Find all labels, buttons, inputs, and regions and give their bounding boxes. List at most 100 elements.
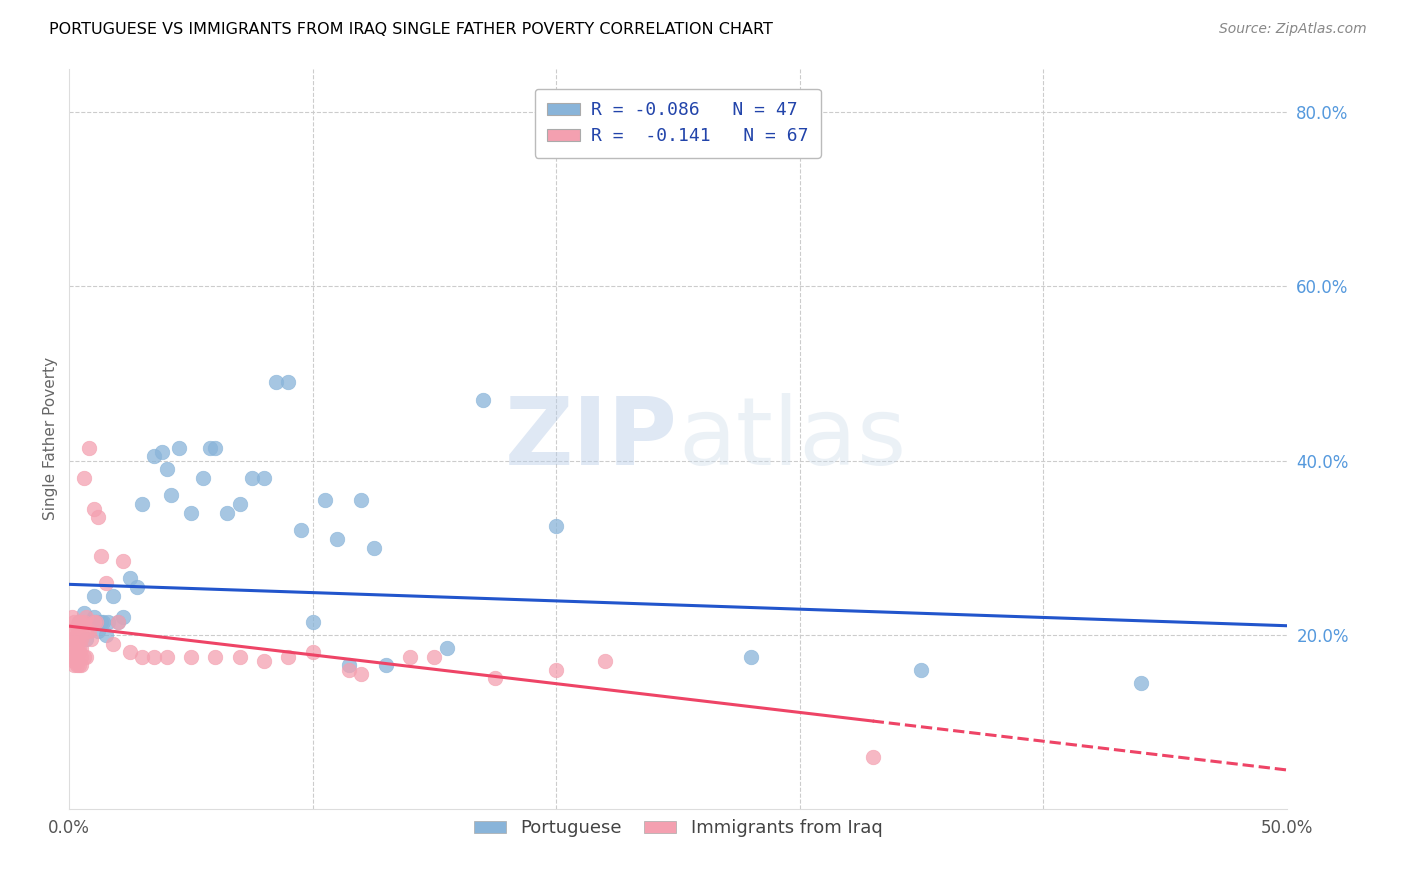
Point — [73, 615, 96, 629]
Point — [337, 663, 360, 677]
Point — [65, 658, 87, 673]
Point — [63, 624, 86, 638]
Text: PORTUGUESE VS IMMIGRANTS FROM IRAQ SINGLE FATHER POVERTY CORRELATION CHART: PORTUGUESE VS IMMIGRANTS FROM IRAQ SINGL… — [49, 22, 773, 37]
Point — [253, 471, 276, 485]
Text: ZIP: ZIP — [505, 392, 678, 485]
Y-axis label: Single Father Poverty: Single Father Poverty — [44, 358, 58, 520]
Point — [264, 375, 287, 389]
Point — [90, 615, 112, 629]
Point — [63, 649, 86, 664]
Point — [240, 471, 263, 485]
Point — [160, 488, 183, 502]
Point — [67, 615, 90, 629]
Point — [63, 658, 86, 673]
Point — [350, 667, 373, 681]
Point — [228, 497, 250, 511]
Point — [70, 658, 93, 673]
Point — [63, 640, 86, 655]
Point — [60, 610, 83, 624]
Point — [290, 524, 312, 538]
Point — [67, 615, 90, 629]
Point — [120, 571, 142, 585]
Point — [204, 649, 226, 664]
Point — [301, 645, 323, 659]
Point — [65, 628, 87, 642]
Point — [156, 462, 179, 476]
Point — [83, 615, 105, 629]
Point — [97, 615, 120, 629]
Point — [107, 615, 129, 629]
Text: Source: ZipAtlas.com: Source: ZipAtlas.com — [1219, 22, 1367, 37]
Point — [67, 645, 90, 659]
Point — [75, 649, 97, 664]
Point — [83, 589, 105, 603]
Point — [143, 649, 166, 664]
Point — [436, 640, 458, 655]
Point — [277, 375, 299, 389]
Text: atlas: atlas — [678, 392, 905, 485]
Point — [546, 519, 568, 533]
Point — [60, 632, 83, 647]
Point — [65, 640, 87, 655]
Point — [65, 654, 87, 668]
Point — [120, 645, 142, 659]
Point — [156, 649, 179, 664]
Point — [67, 640, 90, 655]
Point — [77, 624, 100, 638]
Point — [80, 615, 103, 629]
Point — [191, 471, 214, 485]
Point — [65, 649, 87, 664]
Point — [374, 658, 396, 673]
Point — [423, 649, 446, 664]
Point — [337, 658, 360, 673]
Point — [111, 554, 134, 568]
Point — [83, 501, 105, 516]
Point — [740, 649, 762, 664]
Point — [180, 506, 202, 520]
Point — [90, 549, 112, 564]
Point — [399, 649, 422, 664]
Point — [67, 632, 90, 647]
Point — [63, 654, 86, 668]
Point — [131, 649, 153, 664]
Point — [73, 649, 96, 664]
Point — [253, 654, 276, 668]
Point — [63, 615, 86, 629]
Point — [65, 619, 87, 633]
Point — [314, 492, 336, 507]
Point — [63, 632, 86, 647]
Point — [593, 654, 616, 668]
Point — [546, 663, 568, 677]
Point — [91, 615, 114, 629]
Point — [277, 649, 299, 664]
Point — [75, 624, 97, 638]
Point — [84, 615, 107, 629]
Point — [60, 624, 83, 638]
Point — [94, 628, 117, 642]
Point — [65, 645, 87, 659]
Point — [75, 632, 97, 647]
Point — [472, 392, 495, 407]
Legend: Portuguese, Immigrants from Iraq: Portuguese, Immigrants from Iraq — [467, 812, 890, 845]
Point — [67, 628, 90, 642]
Point — [67, 658, 90, 673]
Point — [180, 649, 202, 664]
Point — [70, 615, 93, 629]
Point — [1129, 675, 1152, 690]
Point — [200, 441, 222, 455]
Point — [107, 615, 129, 629]
Point — [167, 441, 190, 455]
Point — [111, 610, 134, 624]
Point — [204, 441, 226, 455]
Point — [70, 624, 93, 638]
Point — [70, 649, 93, 664]
Point — [862, 749, 884, 764]
Point — [70, 640, 93, 655]
Point — [228, 649, 250, 664]
Point — [80, 632, 103, 647]
Point — [60, 645, 83, 659]
Point — [77, 441, 100, 455]
Point — [301, 615, 323, 629]
Point — [143, 449, 166, 463]
Point — [87, 624, 110, 638]
